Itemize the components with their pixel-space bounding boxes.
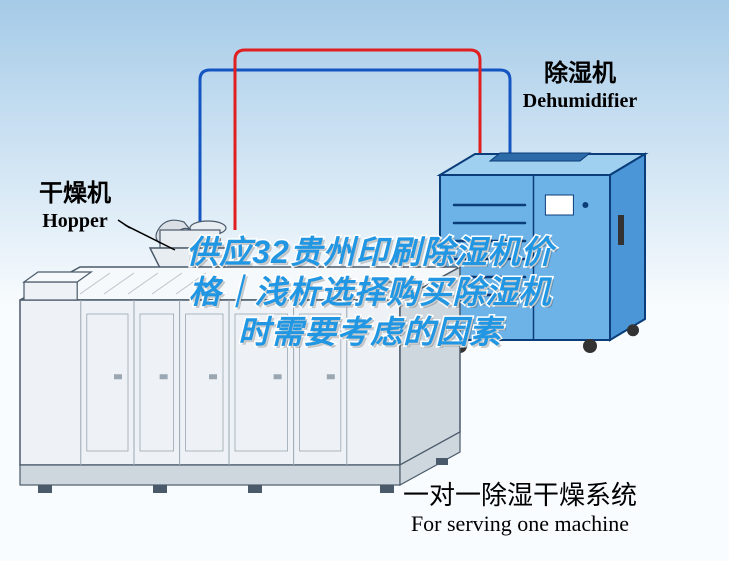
bottom-caption-en: For serving one machine xyxy=(340,511,700,537)
dehumidifier-label: 除湿机 Dehumidifier xyxy=(480,60,680,113)
bottom-caption: 一对一除湿干燥系统 For serving one machine xyxy=(340,480,700,538)
dehumidifier-label-en: Dehumidifier xyxy=(480,89,680,113)
hopper-label-cn: 干燥机 xyxy=(20,180,130,209)
hopper-label: 干燥机 Hopper xyxy=(20,180,130,233)
bottom-caption-cn: 一对一除湿干燥系统 xyxy=(340,480,700,511)
hopper-label-en: Hopper xyxy=(20,209,130,233)
dehumidifier-label-cn: 除湿机 xyxy=(480,60,680,89)
overlay-title: 供应32贵州印刷除湿机价 格｜浅析选择购买除湿机 时需要考虑的因素 xyxy=(120,232,620,352)
